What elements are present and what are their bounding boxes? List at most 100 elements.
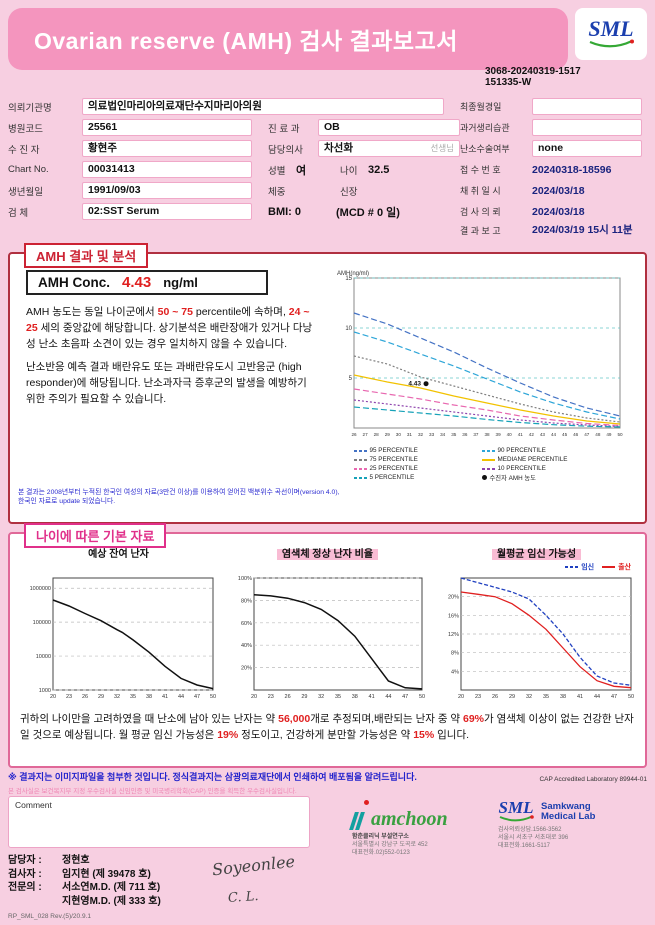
- svg-text:31: 31: [406, 432, 412, 437]
- legend-line-icon: [481, 458, 495, 461]
- svg-text:48: 48: [595, 432, 601, 437]
- highlighted-value: 15%: [413, 729, 435, 742]
- info-row: 최종월경일: [460, 96, 650, 117]
- svg-text:26: 26: [491, 694, 497, 700]
- svg-text:44: 44: [177, 694, 183, 700]
- value-department: OB: [318, 119, 460, 136]
- legend-label: 수진자 AMH 농도: [489, 475, 536, 482]
- svg-text:16%: 16%: [447, 613, 458, 619]
- staff-role: 담당자 :: [8, 855, 42, 867]
- amh-paragraph-responder: 난소반응 예측 결과 배란유도 또는 과배란유도시 고반응군 (high res…: [26, 361, 307, 405]
- svg-text:4%: 4%: [451, 669, 459, 675]
- info-row: 생년월일 1991/09/03 체중 신장: [8, 180, 460, 201]
- legend-item: 출산: [602, 562, 631, 571]
- value-birthdate: 1991/09/03: [82, 182, 252, 199]
- svg-text:38: 38: [351, 694, 357, 700]
- age-summary-text: 귀하의 나이만을 고려하였을 때 난소에 남아 있는 난자는 약 56,000개…: [10, 705, 645, 750]
- hamchoon-contact-line: 서울특별시 강남구 도곡로 452: [352, 842, 428, 848]
- staff-row: 담당자 : 정현호: [8, 852, 161, 866]
- signature-scribble: C. L.: [227, 888, 260, 907]
- sml-contact-line: 검사의뢰상담.1566-3562: [498, 827, 562, 833]
- text-segment: 입니다.: [434, 729, 470, 742]
- text-segment: 개로 추정되며,배란되는 난자 중 약: [310, 713, 463, 725]
- value-last-menstrual: [532, 98, 642, 115]
- normal-egg-ratio-block: 염색체 정상 난자 비율 20% 40% 60% 80% 100% 20 23 26 29 32 3…: [223, 548, 432, 705]
- svg-text:47: 47: [402, 694, 408, 700]
- svg-text:32: 32: [113, 694, 119, 700]
- svg-text:49: 49: [606, 432, 612, 437]
- legend-line-icon: [565, 565, 579, 568]
- patient-info-right: 최종월경일 과거생리습관 난소수술여부 none 접 수 번 호 2024031…: [460, 96, 650, 237]
- label-doctor: 담당의사: [268, 144, 303, 156]
- report-number-line2: 151335-W: [485, 77, 532, 88]
- hamchoon-contact-line: 대표전화.02)552-0123: [352, 850, 410, 856]
- amh-chart-area: 5 10 15 26 27 28 29 30 31 32 33 34 35 36 37 38 39 40 41 42 4…: [326, 268, 637, 482]
- sml-contact: 검사의뢰상담.1566-3562 서울시 서초구 서초대로 396 대표전화.1…: [498, 826, 650, 850]
- staff-name: 지현영M.D. (제 333 호): [62, 895, 161, 907]
- svg-text:23: 23: [267, 694, 273, 700]
- normal-egg-ratio-title: 염색체 정상 난자 비율: [276, 548, 379, 562]
- svg-text:41: 41: [517, 432, 523, 437]
- legend-label: MEDIANE PERCENTILE: [497, 456, 568, 463]
- legend-item: 10 PERCENTILE: [481, 464, 610, 473]
- svg-text:50: 50: [617, 432, 623, 437]
- svg-text:60%: 60%: [240, 621, 251, 627]
- report-number: 3068-20240319-1517 151335-W: [485, 66, 647, 88]
- svg-text:20: 20: [250, 694, 256, 700]
- highlighted-value: 56,000: [278, 713, 311, 725]
- doctor-name: 차선화: [324, 142, 353, 154]
- amh-conc-value: 4.43: [122, 274, 152, 291]
- svg-text:5: 5: [348, 376, 352, 382]
- pregnancy-probability-title: 월평균 임신 가능성: [491, 548, 582, 562]
- svg-text:44: 44: [593, 694, 599, 700]
- label-last-menstrual: 최종월경일: [460, 102, 502, 112]
- sml-logo: SML: [575, 8, 647, 60]
- value-bmi: BMI: 0: [268, 205, 301, 218]
- value-menstrual-history: [532, 119, 642, 136]
- svg-text:10: 10: [345, 326, 352, 332]
- value-request-date: 2024/03/18: [532, 205, 585, 218]
- pregnancy-probability-chart: 4% 8% 12% 16% 20% 20 23 26 29 32 35 38 41 44 47 50: [437, 572, 637, 705]
- svg-text:100000: 100000: [32, 620, 50, 626]
- svg-text:37: 37: [473, 432, 479, 437]
- label-menstrual-history: 과거생리습관: [460, 123, 510, 133]
- label-age: 나이: [340, 165, 358, 177]
- notice-row: ※ 결과지는 이미지파일을 첨부한 것입니다. 정식결과지는 삼광의료재단에서 …: [8, 770, 647, 783]
- svg-text:35: 35: [542, 694, 548, 700]
- svg-text:34: 34: [440, 432, 446, 437]
- svg-text:23: 23: [474, 694, 480, 700]
- info-row: 난소수술여부 none: [460, 138, 650, 159]
- svg-text:20: 20: [49, 694, 55, 700]
- text-segment: 가 염색체 이상이 없는 건강한 난자일 것으로 예상됩니다. 월 평균 임신 …: [20, 713, 634, 742]
- value-receipt-no: 20240318-18596: [532, 163, 612, 176]
- cap-accreditation-text: CAP Accredited Laboratory 89944-01: [539, 776, 647, 783]
- svg-text:44: 44: [385, 694, 391, 700]
- amh-footnote-line1: 본 결과는 2008년부터 누적된 한국인 여성의 자료(3만건 이상)를 이용…: [18, 489, 340, 496]
- info-row: 결 과 보 고 2024/03/19 15시 11분: [460, 222, 650, 237]
- certification-line: 본 검사실은 보건복지부 지정 우수검사실 신임인증 및 미국병리학회(CAP)…: [8, 788, 297, 795]
- svg-text:36: 36: [462, 432, 468, 437]
- svg-text:29: 29: [384, 432, 390, 437]
- normal-egg-ratio-chart: 20% 40% 60% 80% 100% 20 23 26 29 32 35 38 41 44 47 50: [228, 572, 428, 705]
- svg-text:100%: 100%: [237, 576, 251, 582]
- age-section-title: 나이에 따른 기본 자료: [24, 523, 167, 548]
- value-ovarian-surgery: none: [532, 140, 642, 157]
- amh-section-title: AMH 결과 및 분석: [24, 243, 149, 268]
- legend-item: 25 PERCENTILE: [353, 464, 482, 473]
- text-segment: AMH 농도는 동일 나이군에서: [26, 306, 158, 318]
- svg-text:27: 27: [362, 432, 368, 437]
- value-chart-no: 00031413: [82, 161, 252, 178]
- svg-text:29: 29: [97, 694, 103, 700]
- svg-text:38: 38: [559, 694, 565, 700]
- staff-block: 담당자 : 정현호 검사자 : 임지현 (제 39478 호) 전문의 : 서소…: [8, 852, 161, 907]
- svg-text:35: 35: [451, 432, 457, 437]
- staff-name: 서소연M.D. (제 711 호): [62, 882, 161, 894]
- text-segment: 세의 중앙값에 해당합니다. 상기분석은 배란장애가 있거나 다낭성 난소 초음…: [26, 321, 313, 350]
- label-department: 진 료 과: [268, 123, 300, 135]
- text-segment: percentile에 속하며,: [192, 306, 289, 318]
- info-row: 수 진 자 황현주 담당의사 차선화 선생님: [8, 138, 460, 159]
- label-patient-name: 수 진 자: [8, 144, 40, 156]
- svg-text:35: 35: [334, 694, 340, 700]
- svg-text:12%: 12%: [447, 632, 458, 638]
- report-number-line1: 3068-20240319-1517: [485, 66, 581, 77]
